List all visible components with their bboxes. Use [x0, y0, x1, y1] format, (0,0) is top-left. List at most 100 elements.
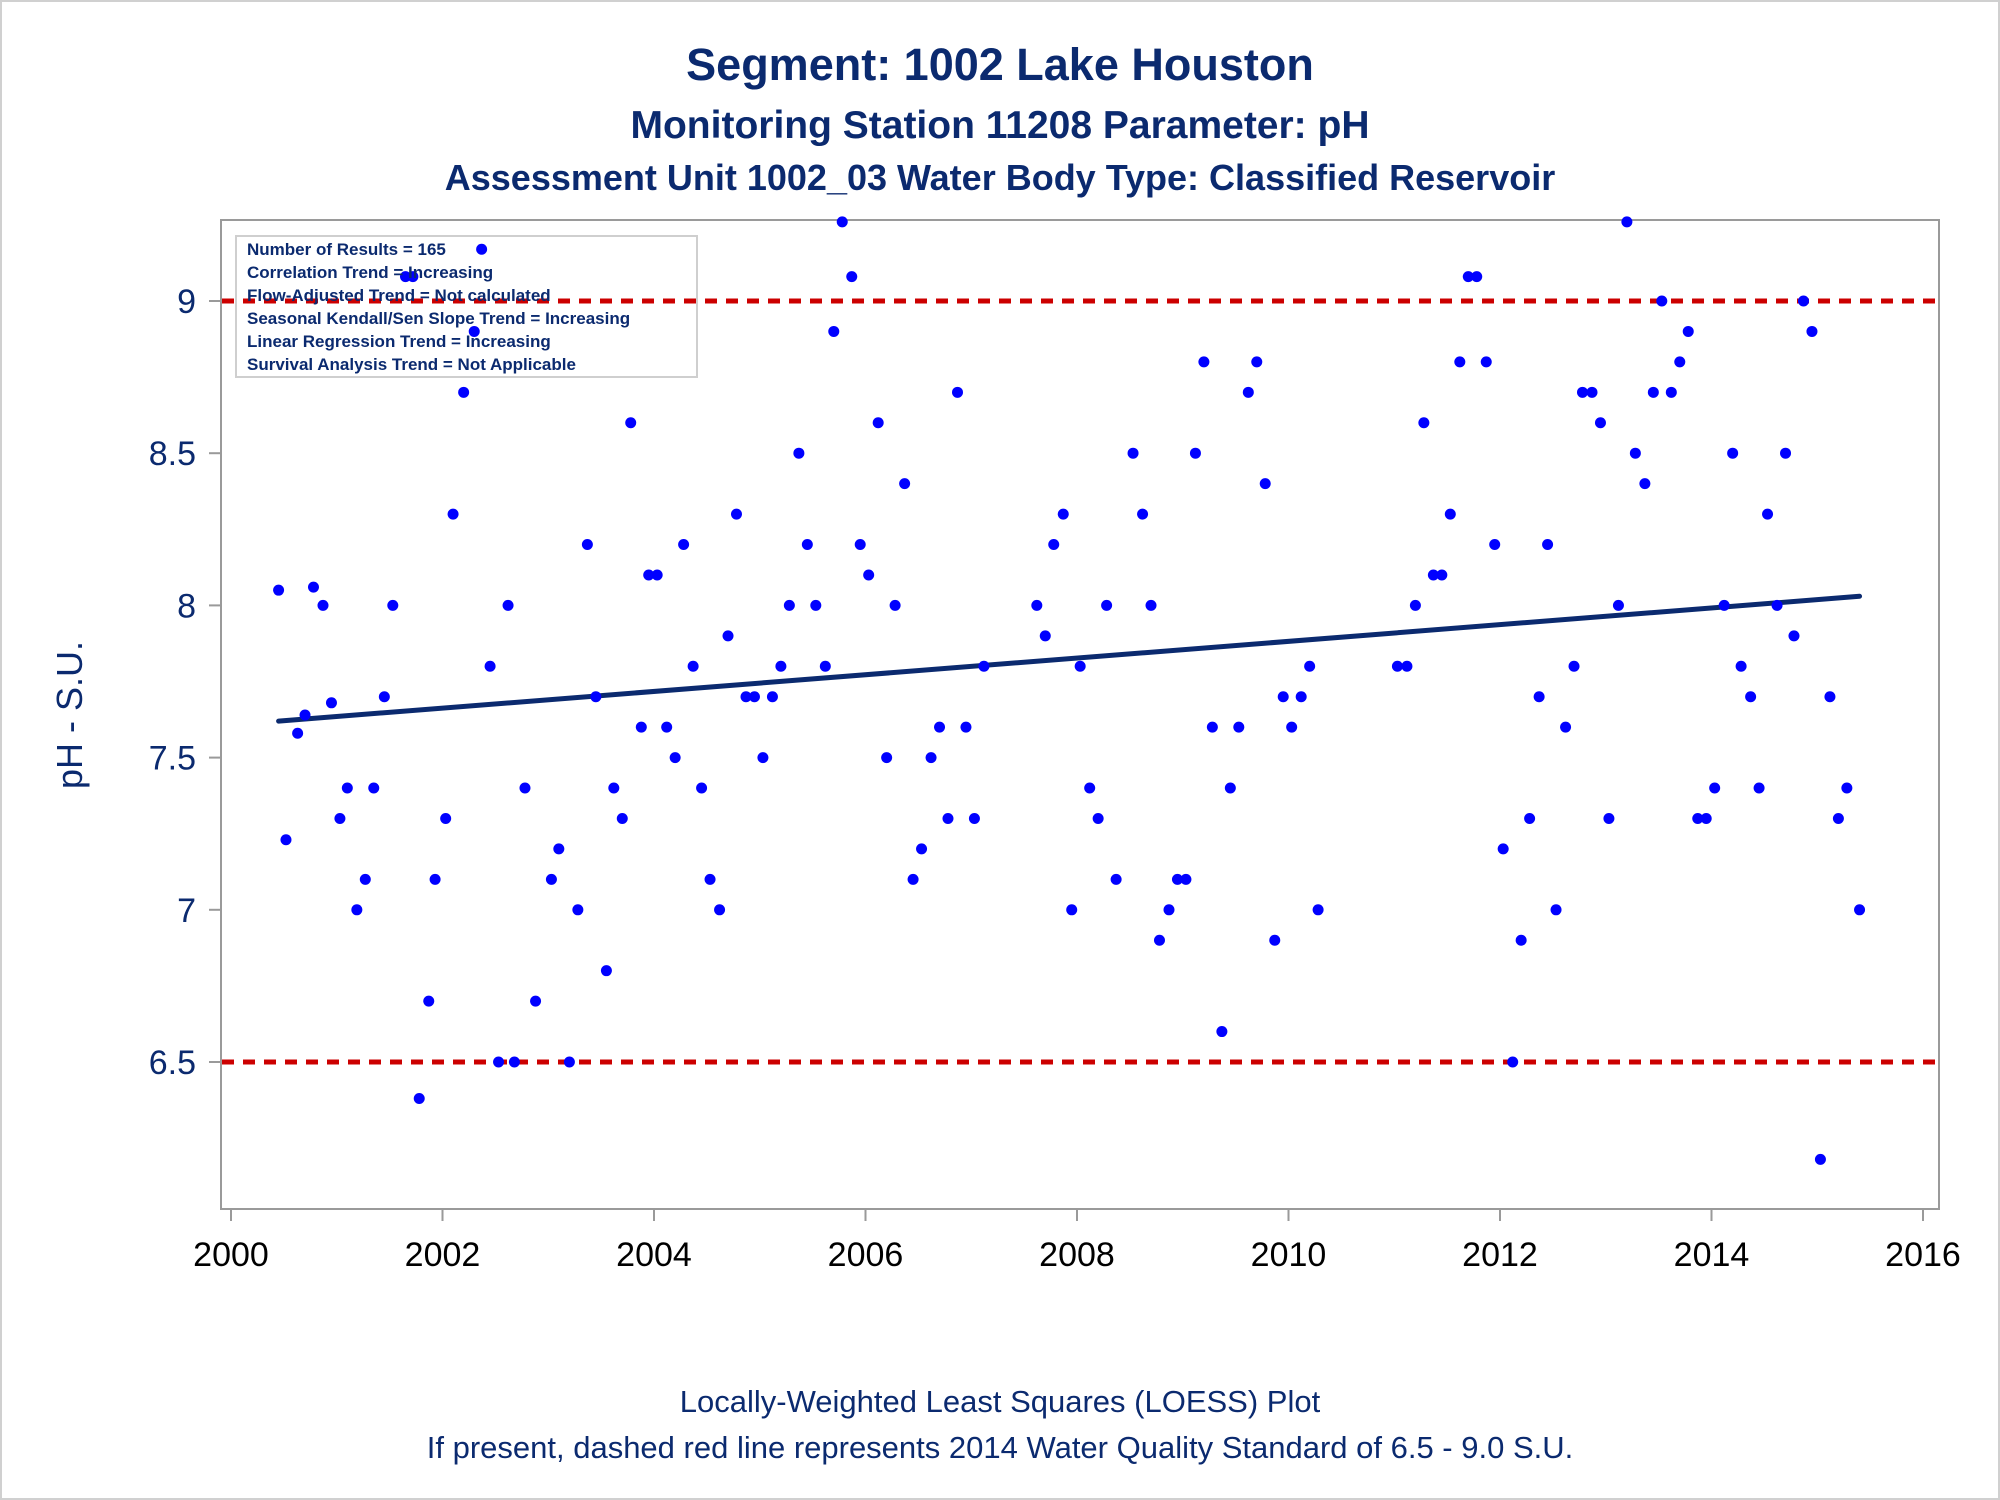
data-point-12	[378, 691, 390, 703]
data-point-119	[1454, 356, 1466, 368]
data-point-100	[1216, 1026, 1228, 1038]
data-point-115	[1418, 417, 1430, 429]
data-point-149	[1718, 599, 1730, 611]
data-point-8	[341, 782, 353, 794]
data-point-23	[476, 243, 488, 255]
x-tick-label-2000: 2000	[193, 1236, 269, 1274]
data-point-135	[1594, 417, 1606, 429]
data-point-164	[1854, 904, 1866, 916]
data-point-162	[1832, 812, 1844, 824]
data-point-29	[530, 995, 542, 1007]
data-point-97	[1189, 447, 1201, 459]
data-point-140	[1639, 478, 1651, 490]
data-point-3	[299, 709, 311, 721]
data-point-131	[1560, 721, 1572, 733]
y-axis-label: pH - S.U.	[49, 641, 90, 789]
data-point-38	[616, 812, 628, 824]
data-point-77	[960, 721, 972, 733]
data-point-71	[907, 873, 919, 885]
y-tick-label-8.5: 8.5	[149, 435, 196, 473]
footnote-1: Locally-Weighted Least Squares (LOESS) P…	[680, 1384, 1321, 1419]
data-point-83	[1057, 508, 1069, 520]
data-point-104	[1251, 356, 1263, 368]
data-point-84	[1066, 904, 1078, 916]
data-point-45	[678, 539, 690, 551]
data-point-6	[325, 697, 337, 709]
data-point-102	[1233, 721, 1245, 733]
data-point-143	[1665, 386, 1677, 398]
data-point-89	[1110, 873, 1122, 885]
data-point-147	[1700, 812, 1712, 824]
data-point-95	[1171, 873, 1183, 885]
data-point-18	[429, 873, 441, 885]
data-point-129	[1542, 539, 1554, 551]
inset-line-1: Number of Results = 165	[247, 240, 446, 259]
data-point-101	[1224, 782, 1236, 794]
data-point-78	[968, 812, 980, 824]
data-point-107	[1277, 691, 1289, 703]
chart-subtitle-1: Monitoring Station 11208 Parameter: pH	[630, 104, 1369, 147]
data-point-16	[413, 1093, 425, 1105]
data-point-49	[714, 904, 726, 916]
inset-line-2: Correlation Trend = Increasing	[247, 263, 493, 282]
data-point-80	[1031, 599, 1043, 611]
trend-line-group	[276, 593, 1863, 724]
data-point-1	[280, 834, 292, 846]
trend-line	[276, 593, 1863, 724]
data-point-13	[387, 599, 399, 611]
data-point-37	[608, 782, 620, 794]
data-point-160	[1814, 1153, 1826, 1165]
data-point-39	[625, 417, 637, 429]
data-point-141	[1647, 386, 1659, 398]
data-point-24	[484, 660, 496, 672]
data-point-73	[925, 752, 937, 764]
data-point-32	[563, 1056, 575, 1068]
data-point-150	[1727, 447, 1739, 459]
data-point-10	[359, 873, 371, 885]
x-tick-label-2004: 2004	[616, 1236, 692, 1274]
chart-title: Segment: 1002 Lake Houston	[686, 39, 1314, 90]
data-point-79	[978, 660, 990, 672]
data-point-161	[1824, 691, 1836, 703]
inset-line-5: Linear Regression Trend = Increasing	[247, 332, 551, 351]
data-point-113	[1401, 660, 1413, 672]
data-point-21	[458, 386, 470, 398]
data-point-123	[1489, 539, 1501, 551]
data-point-68	[881, 752, 893, 764]
data-point-7	[334, 812, 346, 824]
data-point-116	[1427, 569, 1439, 581]
data-point-122	[1480, 356, 1492, 368]
data-point-146	[1692, 812, 1704, 824]
data-point-99	[1206, 721, 1218, 733]
data-point-139	[1629, 447, 1641, 459]
y-tick-label-6.5: 6.5	[149, 1044, 196, 1082]
data-point-90	[1127, 447, 1139, 459]
data-point-58	[793, 447, 805, 459]
data-point-148	[1709, 782, 1721, 794]
x-tick-label-2010: 2010	[1251, 1236, 1327, 1274]
data-point-33	[572, 904, 584, 916]
data-point-72	[916, 843, 928, 855]
data-point-51	[730, 508, 742, 520]
data-point-36	[600, 965, 612, 977]
footnote-2: If present, dashed red line represents 2…	[427, 1430, 1574, 1465]
data-point-144	[1674, 356, 1686, 368]
data-point-76	[952, 386, 964, 398]
data-point-154	[1762, 508, 1774, 520]
data-point-86	[1084, 782, 1096, 794]
data-point-136	[1603, 812, 1615, 824]
inset-line-3: Flow-Adjusted Trend = Not calculated	[247, 286, 551, 305]
x-axis: 2000 2002 2004 2006 2008 2010 2012 2014 2016	[193, 1209, 1961, 1274]
data-point-62	[828, 325, 840, 337]
y-tick-label-8: 8	[177, 587, 196, 625]
data-point-152	[1745, 691, 1757, 703]
data-point-155	[1771, 599, 1783, 611]
data-point-19	[440, 812, 452, 824]
data-point-69	[889, 599, 901, 611]
data-point-40	[635, 721, 647, 733]
data-points	[273, 216, 1866, 1165]
data-point-118	[1444, 508, 1456, 520]
chart-subtitle-2: Assessment Unit 1002_03 Water Body Type:…	[445, 157, 1555, 198]
data-point-93	[1153, 934, 1165, 946]
